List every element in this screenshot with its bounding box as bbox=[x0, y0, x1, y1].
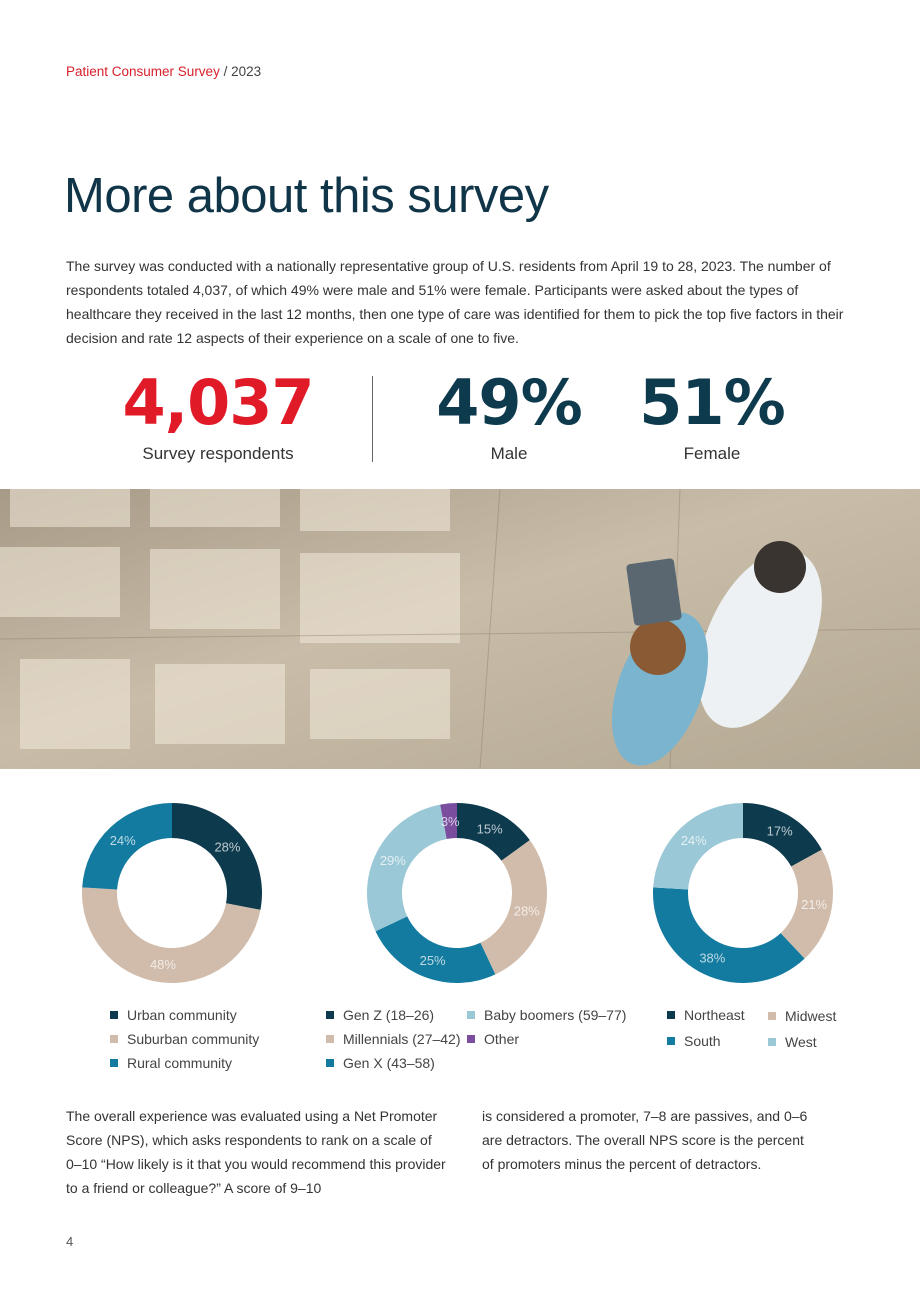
intro-paragraph: The survey was conducted with a national… bbox=[66, 258, 844, 346]
donut-slice bbox=[375, 916, 496, 983]
legend-label: West bbox=[785, 1034, 817, 1050]
legend-label: Rural community bbox=[127, 1055, 233, 1071]
legend-label: Gen X (43–58) bbox=[343, 1055, 435, 1071]
donut-slice bbox=[780, 849, 833, 959]
donut-chart-community: 28% 48% 24% bbox=[82, 803, 262, 983]
donut-slice bbox=[457, 803, 530, 861]
stat-divider bbox=[372, 376, 373, 462]
slice-value-label: 17% bbox=[767, 824, 793, 839]
legend-swatch bbox=[326, 1059, 334, 1067]
donut-chart-region: 17% 21% 38% 24% bbox=[653, 803, 833, 983]
stat-respondents-value: 4,037 bbox=[122, 366, 314, 439]
donut-slice bbox=[367, 804, 447, 932]
legend-label: Millennials (27–42) bbox=[343, 1031, 461, 1047]
slice-value-label: 25% bbox=[420, 953, 446, 968]
stat-male-label: Male bbox=[490, 444, 528, 463]
body-text-column-1: The overall experience was evaluated usi… bbox=[66, 1108, 446, 1196]
stat-male-value: 49% bbox=[436, 366, 582, 439]
page-title: More about this survey bbox=[64, 169, 549, 223]
page-number: 4 bbox=[66, 1234, 74, 1249]
legend-label: Baby boomers (59–77) bbox=[484, 1007, 627, 1023]
legend-item: South bbox=[667, 1029, 767, 1055]
legend-label: Suburban community bbox=[127, 1031, 260, 1047]
slice-value-label: 29% bbox=[380, 853, 406, 868]
donut-slice bbox=[480, 840, 547, 975]
running-header: Patient Consumer Survey / 2023 bbox=[66, 64, 261, 79]
legend-label: Other bbox=[484, 1031, 520, 1047]
legend-item: Gen X (43–58) bbox=[326, 1051, 466, 1075]
legend-item: Gen Z (18–26) bbox=[326, 1003, 466, 1027]
stat-female: 51% Female bbox=[627, 370, 797, 464]
slice-value-label: 48% bbox=[150, 957, 176, 972]
header-separator: / bbox=[219, 64, 232, 79]
legend-swatch bbox=[467, 1035, 475, 1043]
legend-swatch bbox=[768, 1012, 776, 1020]
legend-swatch bbox=[768, 1038, 776, 1046]
slice-value-label: 24% bbox=[110, 833, 136, 848]
legend-swatch bbox=[326, 1035, 334, 1043]
legend-label: Northeast bbox=[684, 1007, 745, 1023]
slice-value-label: 21% bbox=[801, 897, 827, 912]
header-section: Patient Consumer Survey bbox=[66, 64, 220, 79]
legend-label: South bbox=[684, 1033, 721, 1049]
legend-swatch bbox=[110, 1011, 118, 1019]
legend-swatch bbox=[110, 1059, 118, 1067]
donut-slice bbox=[172, 803, 262, 910]
legend-swatch bbox=[667, 1011, 675, 1019]
body-text-column-2: is considered a promoter, 7–8 are passiv… bbox=[482, 1108, 808, 1172]
slice-value-label: 28% bbox=[214, 840, 240, 855]
stat-respondents: 4,037 Survey respondents bbox=[118, 370, 318, 464]
legend-item: Millennials (27–42) bbox=[326, 1027, 466, 1051]
hero-photo bbox=[0, 489, 920, 769]
stat-female-label: Female bbox=[683, 444, 741, 463]
legend-generation-col1: Gen Z (18–26) Millennials (27–42) Gen X … bbox=[326, 1003, 466, 1075]
legend-swatch bbox=[326, 1011, 334, 1019]
donut-slice bbox=[440, 803, 457, 839]
donut-slice bbox=[653, 887, 805, 983]
legend-item: Northeast bbox=[667, 1003, 767, 1029]
stat-female-value: 51% bbox=[639, 366, 785, 439]
legend-swatch bbox=[667, 1037, 675, 1045]
slice-value-label: 15% bbox=[477, 821, 503, 836]
slice-value-label: 3% bbox=[441, 814, 460, 829]
header-year: 2023 bbox=[231, 64, 262, 79]
donut-slice bbox=[743, 803, 822, 867]
legend-label: Gen Z (18–26) bbox=[343, 1007, 435, 1023]
stat-male: 49% Male bbox=[424, 370, 594, 464]
donut-slice bbox=[653, 803, 743, 890]
donut-slice bbox=[82, 887, 261, 983]
legend-swatch bbox=[110, 1035, 118, 1043]
legend-region-col1: Northeast South bbox=[667, 1003, 767, 1055]
slice-value-label: 28% bbox=[514, 903, 540, 918]
hero-photo-illustration bbox=[0, 489, 920, 769]
stat-respondents-label: Survey respondents bbox=[142, 444, 294, 463]
slice-value-label: 38% bbox=[699, 951, 725, 966]
legend-label: Urban community bbox=[127, 1007, 237, 1023]
donut-slice bbox=[82, 803, 172, 890]
legend-label: Midwest bbox=[785, 1008, 837, 1024]
legend-swatch bbox=[467, 1011, 475, 1019]
donut-chart-generation: 15% 28% 25% 29% 3% bbox=[367, 803, 547, 983]
slice-value-label: 24% bbox=[681, 833, 707, 848]
